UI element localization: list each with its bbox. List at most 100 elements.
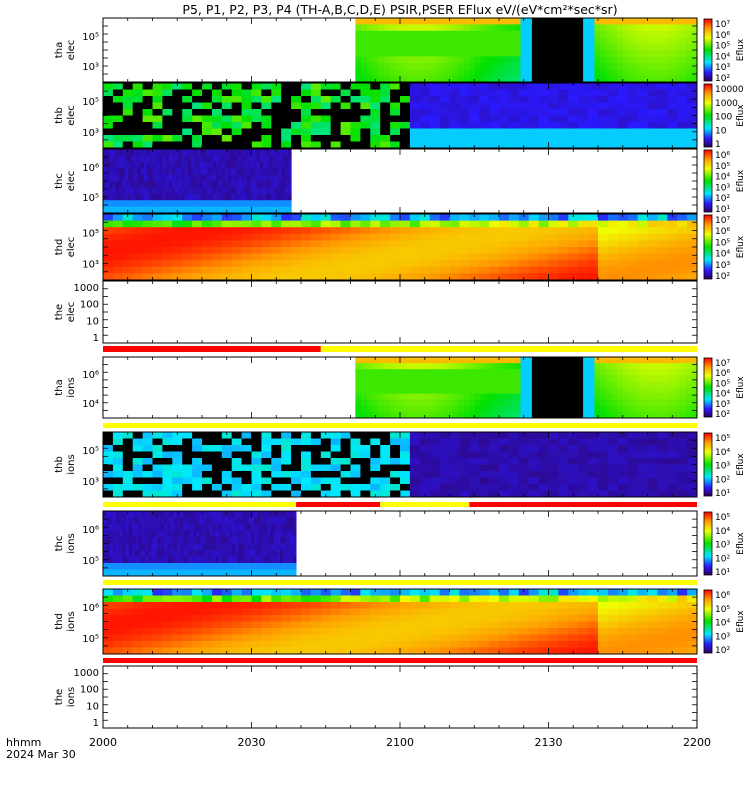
spectrogram-cell — [355, 387, 362, 395]
spectrogram-cell — [215, 556, 220, 564]
spectrogram-cell — [429, 387, 436, 395]
spectrogram-cell — [537, 381, 544, 388]
spectrogram-cell — [247, 206, 251, 214]
spectrogram-cell — [103, 490, 114, 498]
spectrogram-cell — [554, 375, 561, 382]
spectrogram-cell — [221, 260, 233, 268]
spectrogram-cell — [181, 161, 185, 169]
spectrogram-cell — [389, 69, 396, 77]
spectrogram-cell — [218, 537, 223, 544]
spectrogram-cell — [275, 168, 279, 176]
spectrogram-cell — [291, 464, 302, 472]
spectrogram-cell — [446, 405, 453, 413]
spectrogram-cell — [154, 550, 159, 557]
spectrogram-cell — [106, 517, 110, 525]
spectrogram-cell — [122, 484, 134, 491]
spectrogram-cell — [528, 214, 540, 222]
spectrogram-cell — [197, 168, 201, 176]
spectrogram-cell — [627, 135, 639, 142]
spectrogram-cell — [429, 266, 441, 274]
spectrogram-cell — [389, 62, 396, 70]
spectrogram-cell — [486, 43, 493, 51]
spectrogram-cell — [355, 399, 362, 407]
spectrogram-cell — [140, 181, 145, 188]
spectrogram-cell — [247, 155, 251, 163]
colorbar-gradient — [703, 18, 713, 82]
spectrogram-cell — [390, 83, 401, 90]
spectrogram-cell — [177, 543, 181, 551]
spectrogram-cell — [138, 524, 143, 531]
spectrogram-cell — [142, 122, 153, 129]
spectrogram-cell — [594, 24, 601, 32]
spectrogram-cell — [469, 37, 476, 45]
spectrogram-cell — [162, 628, 173, 635]
spectrogram-cell — [459, 128, 470, 136]
spectrogram-cell — [162, 589, 173, 596]
spectrogram-cell — [275, 206, 279, 214]
spectrogram-cell — [182, 477, 193, 485]
spectrogram-cell — [180, 569, 184, 577]
spectrogram-cell — [607, 135, 619, 142]
spectrogram-cell — [103, 155, 107, 163]
spectrogram-cell — [687, 438, 698, 446]
spectrogram-cell — [583, 405, 590, 413]
spectrogram-cell — [211, 464, 223, 472]
spectrogram-cell — [419, 227, 431, 235]
spectrogram-cell — [182, 458, 193, 465]
spectrogram-cell — [272, 206, 276, 214]
spectrogram-cell — [132, 563, 136, 570]
spectrogram-cell — [177, 563, 181, 570]
spectrogram-cell — [623, 369, 630, 376]
spectrogram-cell — [528, 89, 540, 97]
spectrogram-cell — [469, 363, 476, 370]
spectrogram-cell — [537, 399, 544, 407]
spectrogram-cell — [518, 227, 530, 235]
spectrogram-cell — [548, 135, 559, 142]
spectrogram-cell — [418, 381, 425, 388]
spectrogram-cell — [162, 181, 167, 188]
spectrogram-cell — [193, 563, 197, 570]
spectrogram-cell — [103, 174, 107, 182]
spectrogram-cell — [600, 363, 607, 370]
spectrogram-cell — [558, 109, 569, 116]
spectrogram-cell — [160, 556, 165, 564]
spectrogram-cell — [165, 181, 170, 188]
spectrogram-cell — [634, 381, 641, 388]
spectrogram-cell — [526, 43, 533, 51]
spectrogram-cell — [172, 471, 183, 478]
spectrogram-cell — [211, 122, 223, 129]
spectrogram-cell — [231, 530, 236, 538]
spectrogram-cell — [423, 75, 430, 83]
spectrogram-cell — [509, 56, 516, 64]
spectrogram-cell — [435, 50, 442, 57]
spectrogram-cell — [463, 375, 470, 382]
spectrogram-cell — [240, 155, 245, 163]
spectrogram-cell — [647, 96, 658, 103]
spectrogram-cell — [271, 214, 282, 222]
spectrogram-cell — [172, 115, 183, 123]
spectrogram-cell — [628, 62, 635, 70]
spectrogram-cell — [221, 220, 233, 228]
spectrogram-cell — [292, 537, 297, 544]
spectrogram-cell — [112, 109, 124, 116]
spectrogram-cell — [623, 30, 630, 38]
spectrogram-cell — [440, 43, 447, 51]
spectrogram-cell — [361, 62, 368, 70]
spectrogram-cell — [284, 155, 289, 163]
y-axis-label: ions — [66, 377, 77, 397]
spectrogram-cell — [212, 517, 217, 525]
spectrogram-cell — [419, 214, 431, 222]
spectrogram-cell — [251, 214, 262, 222]
spectrogram-cell — [518, 83, 530, 90]
spectrogram-cell — [380, 266, 391, 274]
spectrogram-cell — [617, 260, 629, 268]
spectrogram-cell — [189, 517, 194, 525]
spectrogram-cell — [366, 62, 373, 70]
spectrogram-cell — [183, 524, 188, 531]
spectrogram-cell — [560, 369, 567, 376]
spectrogram-cell — [212, 187, 217, 195]
spectrogram-cell — [137, 149, 142, 156]
spectrogram-cell — [271, 602, 282, 609]
spectrogram-cell — [241, 621, 252, 629]
spectrogram-cell — [355, 357, 362, 364]
